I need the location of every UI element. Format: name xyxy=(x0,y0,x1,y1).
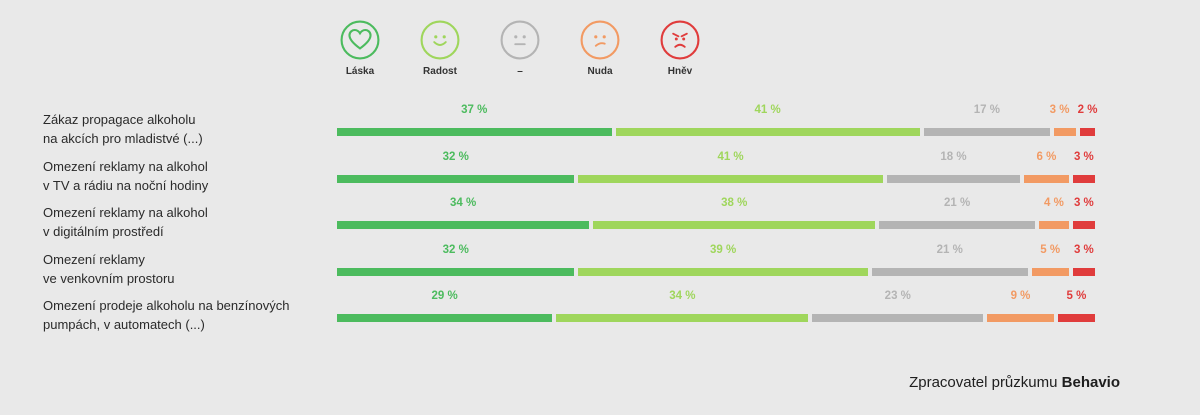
smile-icon xyxy=(410,20,470,60)
category-label-line: pumpách, v automatech (...) xyxy=(43,317,205,332)
bar-segment xyxy=(578,174,883,183)
stacked-bar-chart: Zákaz propagace alkoholu na akcích pro ml… xyxy=(0,96,1200,346)
category-label: Omezení reklamy na alkohol v TV a rádiu n… xyxy=(43,157,333,195)
bar-segment xyxy=(1072,267,1095,276)
data-label: 17 % xyxy=(973,104,1000,116)
data-label: 23 % xyxy=(884,290,911,302)
credit-brand: Behavio xyxy=(1061,374,1120,391)
legend-item: Nuda xyxy=(570,20,630,77)
legend-label: Láska xyxy=(345,66,375,77)
bar-segment xyxy=(337,174,575,183)
data-label: 38 % xyxy=(721,197,748,209)
category-label-line: Omezení prodeje alkoholu na benzínových xyxy=(43,298,290,313)
data-label: 34 % xyxy=(669,290,696,302)
legend-label: Hněv xyxy=(667,66,693,77)
data-label: 29 % xyxy=(431,290,458,302)
data-label: 34 % xyxy=(450,197,477,209)
legend-item: – xyxy=(490,20,550,77)
legend-label: – xyxy=(517,66,523,77)
category-label-line: v TV a rádiu na noční hodiny xyxy=(43,177,209,193)
category-label-line: Omezení reklamy na alkohol xyxy=(43,158,208,174)
heart-icon xyxy=(330,20,390,60)
data-label: 6 % xyxy=(1036,150,1057,163)
angry-face-icon xyxy=(650,20,710,60)
bored-face-icon xyxy=(570,20,630,60)
credit-prefix: Zpracovatel průzkumu xyxy=(909,374,1058,391)
data-label: 5 % xyxy=(1040,243,1061,256)
bar-segment xyxy=(886,174,1021,183)
category-label-line: v digitálním prostředí xyxy=(43,224,164,239)
bar-segment xyxy=(923,128,1050,136)
legend-item: Láska xyxy=(330,20,390,77)
legend-item: Hněv xyxy=(650,20,710,77)
bar-segment xyxy=(1031,267,1069,276)
bar-segment xyxy=(556,314,809,322)
data-label: 3 % xyxy=(1073,197,1094,209)
bar-segment xyxy=(593,221,876,229)
data-label: 41 % xyxy=(717,150,744,163)
category-label-line: Omezení reklamy na alkohol xyxy=(43,205,208,220)
category-label-line: Omezení reklamy xyxy=(43,251,145,267)
data-label: 21 % xyxy=(936,243,963,256)
data-label: 3 % xyxy=(1049,104,1070,116)
data-label: 32 % xyxy=(442,150,469,163)
bar-segment xyxy=(1024,174,1069,183)
category-label-line: na akcích pro mladistvé (...) xyxy=(43,131,203,146)
bar-segment xyxy=(871,267,1028,276)
bar-segment xyxy=(1039,221,1069,229)
data-label: 3 % xyxy=(1073,243,1094,256)
category-label: Omezení prodeje alkoholu na benzínových p… xyxy=(43,296,333,334)
category-label: Zákaz propagace alkoholu na akcích pro ml… xyxy=(43,110,333,148)
legend-label: Radost xyxy=(423,66,457,77)
bar-segment xyxy=(812,314,984,322)
data-label: 21 % xyxy=(944,197,971,209)
data-label: 39 % xyxy=(710,243,737,256)
bar-segment xyxy=(1072,221,1095,229)
neutral-face-icon xyxy=(490,20,550,60)
category-label: Omezení reklamy ve venkovním prostoru xyxy=(43,250,333,288)
bar-segment xyxy=(337,267,575,276)
category-label-line: Zákaz propagace alkoholu xyxy=(43,112,196,127)
category-label: Omezení reklamy na alkohol v digitálním p… xyxy=(43,203,333,241)
category-label-line: ve venkovním prostoru xyxy=(43,270,175,286)
data-label: 3 % xyxy=(1073,150,1094,163)
bar-segment xyxy=(337,221,590,229)
bar-segment xyxy=(1072,174,1095,183)
bar-segment xyxy=(337,128,612,136)
data-label: 18 % xyxy=(940,150,967,163)
bar-segment xyxy=(615,128,920,136)
survey-credit: Zpracovatel průzkumu Behavio xyxy=(909,374,1120,391)
data-label: 9 % xyxy=(1010,290,1031,302)
bar-segment xyxy=(1057,314,1095,322)
bar-segment xyxy=(578,267,868,276)
data-label: 5 % xyxy=(1066,290,1087,302)
bar-segment xyxy=(1080,128,1095,136)
legend-item: Radost xyxy=(410,20,470,77)
bar-segment xyxy=(1053,128,1077,136)
data-label: 37 % xyxy=(461,104,488,116)
legend-label: Nuda xyxy=(587,66,613,77)
data-label: 32 % xyxy=(442,243,469,256)
bar-segment xyxy=(879,221,1036,229)
chart-legend: Láska Radost – Nuda Hněv xyxy=(330,20,730,90)
data-label: 4 % xyxy=(1043,197,1064,209)
bar-segment xyxy=(337,314,553,322)
bar-segment xyxy=(987,314,1054,322)
data-label: 41 % xyxy=(754,104,781,116)
data-label: 2 % xyxy=(1077,104,1098,116)
